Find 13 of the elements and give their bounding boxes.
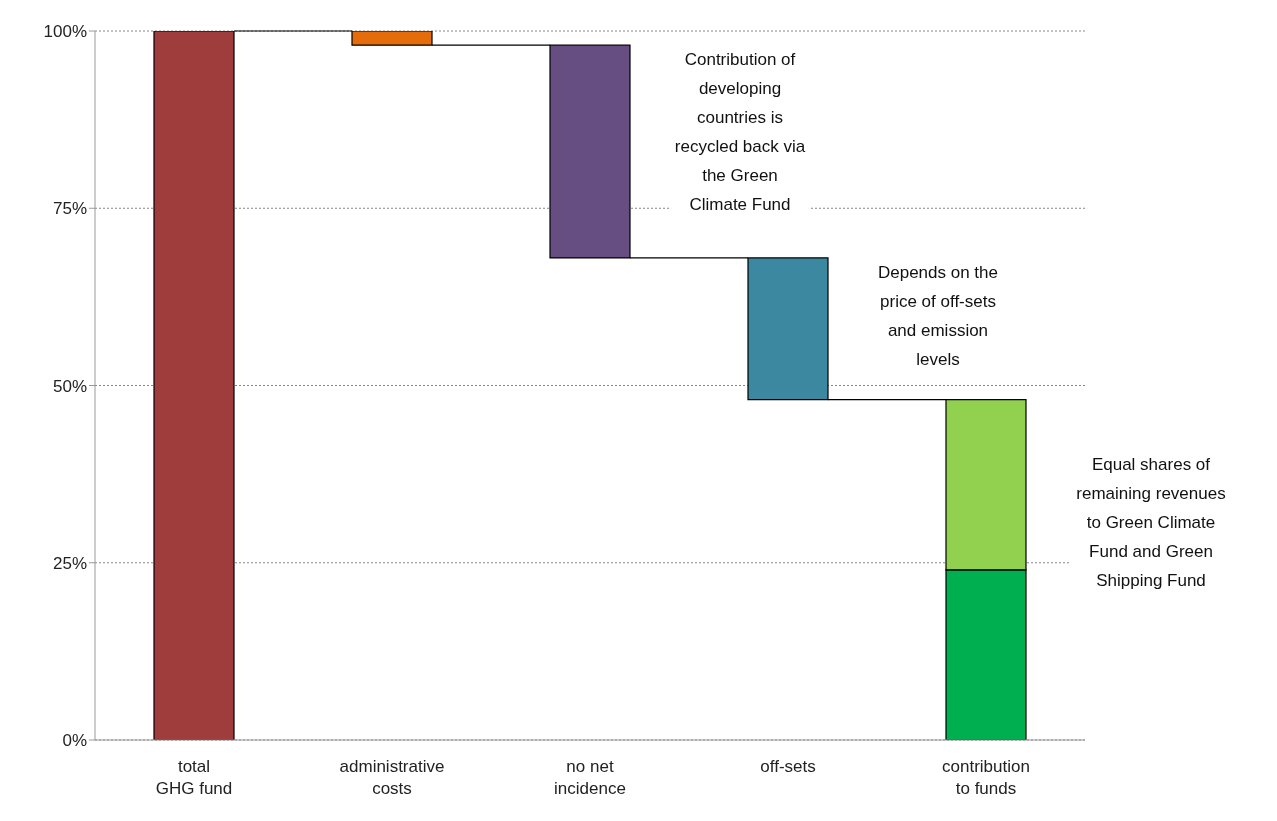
annotation: Equal shares of remaining revenues to Green Climate Fund and Green Shipping Fund xyxy=(1071,450,1231,595)
x-tick-label: total GHG fund xyxy=(155,757,233,798)
y-tick-label: 0% xyxy=(62,731,87,751)
x-tick-label: no net incidence xyxy=(554,757,626,798)
y-tick-label: 100% xyxy=(43,22,87,42)
annotation: Depends on the price of off-sets and emission levels xyxy=(863,258,1013,374)
x-tick-label: administrative costs xyxy=(339,757,445,798)
y-tick-label: 75% xyxy=(52,199,87,219)
x-tick-label: contribution to funds xyxy=(942,757,1030,798)
annotation: Contribution of developing countries is recycled back via the Green Climate Fund xyxy=(670,45,810,219)
x-tick-label: off-sets xyxy=(760,757,816,776)
y-tick-label: 50% xyxy=(52,376,87,396)
y-tick-label: 25% xyxy=(52,553,87,573)
